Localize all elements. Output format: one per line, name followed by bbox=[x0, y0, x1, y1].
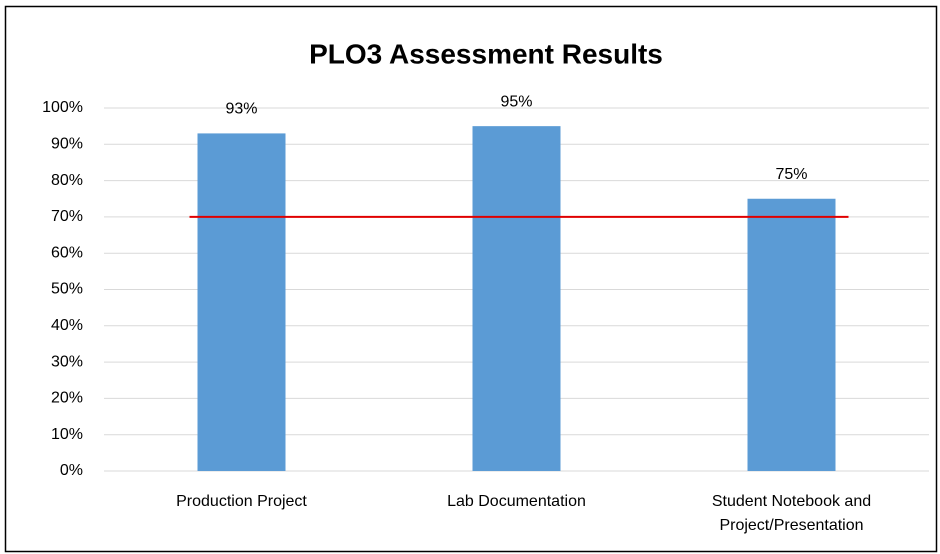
x-tick-label: Lab Documentation bbox=[447, 493, 586, 510]
bar bbox=[472, 126, 561, 472]
y-tick-label: 0% bbox=[60, 462, 83, 479]
value-label: 93% bbox=[225, 101, 257, 118]
y-tick-label: 10% bbox=[51, 426, 83, 443]
y-tick-label: 30% bbox=[51, 353, 83, 370]
chart-title: PLO3 Assessment Results bbox=[309, 38, 663, 69]
value-label: 75% bbox=[775, 166, 807, 183]
y-tick-label: 40% bbox=[51, 317, 83, 334]
y-tick-label: 60% bbox=[51, 244, 83, 261]
y-tick-label: 90% bbox=[51, 136, 83, 153]
x-tick-label: Production Project bbox=[176, 493, 307, 510]
bar bbox=[197, 133, 286, 471]
y-tick-label: 20% bbox=[51, 390, 83, 407]
x-tick-label: Student Notebook and Project/Presentation bbox=[712, 493, 871, 534]
value-label: 95% bbox=[500, 93, 532, 110]
y-tick-label: 70% bbox=[51, 208, 83, 225]
y-tick-label: 100% bbox=[42, 99, 83, 116]
y-tick-label: 50% bbox=[51, 281, 83, 298]
bar bbox=[747, 198, 836, 471]
y-tick-label: 80% bbox=[51, 172, 83, 189]
